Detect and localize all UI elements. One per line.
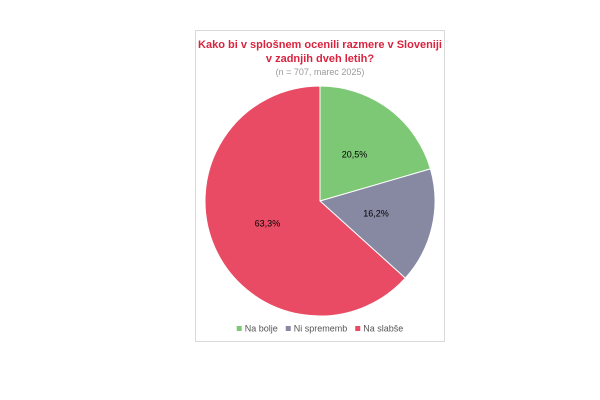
chart-subtitle: (n = 707, marec 2025) xyxy=(275,67,365,77)
legend-label: Na slabše xyxy=(363,323,403,333)
data-label: 16,2% xyxy=(363,208,389,218)
legend-swatch xyxy=(285,326,291,331)
chart-panel xyxy=(195,30,445,342)
pie-slice xyxy=(319,85,432,202)
legend-label: Ni sprememb xyxy=(294,323,348,333)
data-label: 20,5% xyxy=(342,149,368,159)
legend-swatch xyxy=(355,326,361,331)
legend-swatch xyxy=(236,326,242,331)
pie-slice xyxy=(318,168,436,279)
data-label: 63,3% xyxy=(255,219,281,229)
chart-title: Kako bi v splošnem ocenili razmere v Slo… xyxy=(198,39,442,65)
pie-slice xyxy=(204,85,407,317)
legend-label: Na bolje xyxy=(245,323,278,333)
